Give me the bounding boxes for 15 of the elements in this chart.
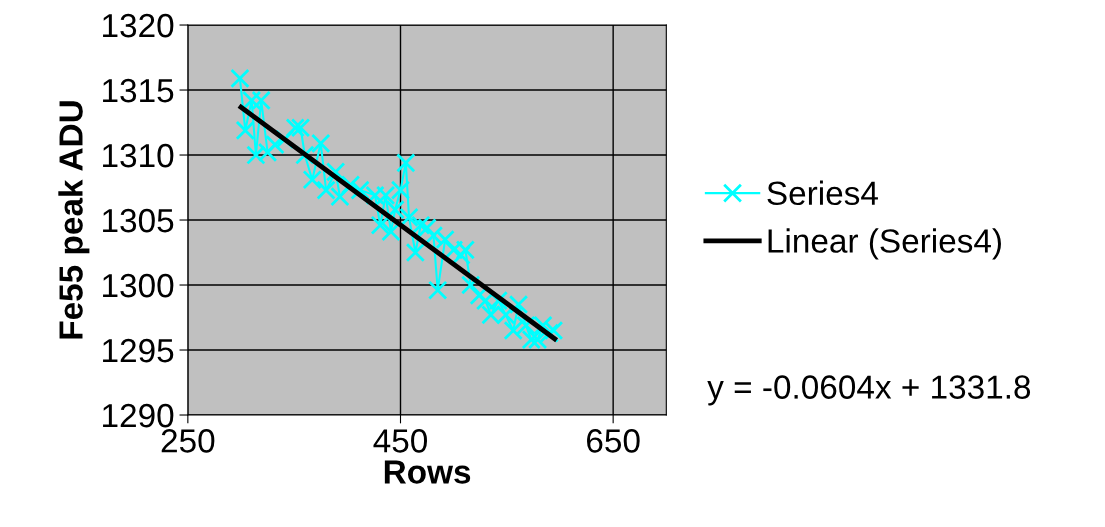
y-tick-label: 1310 xyxy=(103,143,174,168)
x-axis-title: Rows xyxy=(384,460,471,484)
y-axis-title: Fe55 peak ADU xyxy=(58,101,90,339)
x-tick-label: 250 xyxy=(161,429,215,453)
y-tick-label: 1315 xyxy=(103,78,174,103)
x-tick-label: 650 xyxy=(587,429,640,453)
x-tick-label: 450 xyxy=(373,429,428,453)
y-tick-label: 1295 xyxy=(103,338,174,363)
y-tick-label: 1305 xyxy=(103,208,174,233)
y-tick-label: 1320 xyxy=(103,13,174,38)
y-tick-label: 1300 xyxy=(103,273,174,298)
legend-label: Linear (Series4) xyxy=(768,228,1001,260)
text: y = -0.0604x + 1331.8 xyxy=(707,375,1031,406)
legend-label: Series4 xyxy=(767,180,878,206)
y-tick-label: 1290 xyxy=(103,403,174,428)
